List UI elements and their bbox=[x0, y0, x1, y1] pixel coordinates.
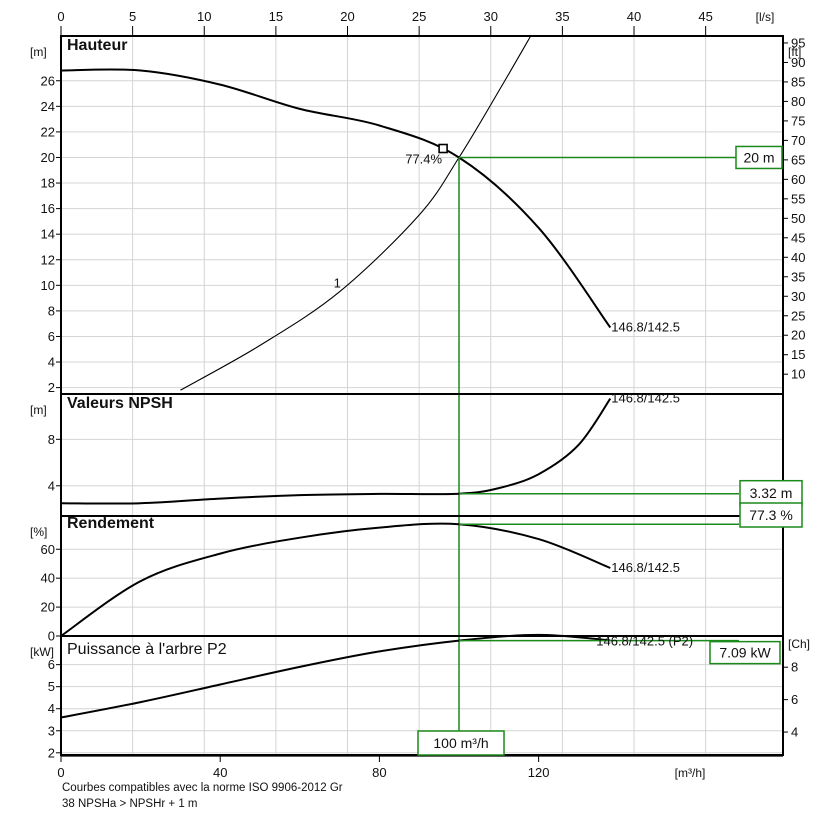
ls-tick-label: 35 bbox=[555, 9, 569, 24]
result-box-value: 20 m bbox=[743, 149, 774, 165]
result-box-value: 7.09 kW bbox=[719, 645, 771, 661]
y2-tick-label: 60 bbox=[791, 172, 805, 187]
ls-tick-label: 15 bbox=[269, 9, 283, 24]
ls-tick-label: 30 bbox=[484, 9, 498, 24]
y2-tick-label: 65 bbox=[791, 152, 805, 167]
curve-0-1 bbox=[180, 35, 532, 391]
m3h-tick-label: 0 bbox=[57, 765, 64, 780]
y2-tick-label: 95 bbox=[791, 35, 805, 50]
footer-note: Courbes compatibles avec la norme ISO 99… bbox=[62, 782, 343, 794]
curve-2-0 bbox=[60, 522, 611, 637]
ls-tick-label: 45 bbox=[698, 9, 712, 24]
m3h-unit-label: [m³/h] bbox=[675, 766, 706, 780]
y-tick-label: 8 bbox=[48, 303, 55, 318]
result-box-value: 3.32 m bbox=[750, 485, 793, 501]
result-box bbox=[739, 502, 803, 528]
y-tick-label: 10 bbox=[41, 278, 55, 293]
y-tick-label: 5 bbox=[48, 679, 55, 694]
curve-0-0 bbox=[60, 68, 612, 329]
y-tick-label: 2 bbox=[48, 380, 55, 395]
curve-1-0 bbox=[60, 398, 612, 505]
y2-tick-label: 80 bbox=[791, 94, 805, 109]
panel-title: Valeurs NPSH bbox=[67, 395, 173, 412]
y2-tick-label: 50 bbox=[791, 211, 805, 226]
y2-unit-label: [Ch] bbox=[788, 637, 810, 651]
efficiency-marker bbox=[438, 143, 448, 154]
y2-tick-label: 20 bbox=[791, 328, 805, 343]
ls-unit-label: [l/s] bbox=[756, 10, 775, 24]
y-tick-label: 2 bbox=[48, 745, 55, 760]
y-tick-label: 4 bbox=[48, 355, 55, 370]
y-unit-label: [kW] bbox=[30, 645, 54, 659]
y2-tick-label: 8 bbox=[791, 660, 798, 675]
ls-tick-label: 20 bbox=[340, 9, 354, 24]
y2-tick-label: 4 bbox=[791, 725, 798, 740]
y-tick-label: 4 bbox=[48, 701, 55, 716]
m3h-tick-label: 80 bbox=[372, 765, 386, 780]
panel-title: Rendement bbox=[67, 515, 155, 532]
y-tick-label: 8 bbox=[48, 432, 55, 447]
y2-tick-label: 70 bbox=[791, 133, 805, 148]
result-box bbox=[735, 145, 783, 170]
y-unit-label: [m] bbox=[30, 403, 47, 417]
y2-tick-label: 85 bbox=[791, 74, 805, 89]
y-tick-label: 22 bbox=[41, 124, 55, 139]
y-tick-label: 3 bbox=[48, 723, 55, 738]
y2-tick-label: 90 bbox=[791, 55, 805, 70]
y2-tick-label: 75 bbox=[791, 113, 805, 128]
curve-label: 146.8/142.5 bbox=[611, 320, 680, 335]
flow-result-value: 100 m³/h bbox=[433, 735, 488, 751]
y-tick-label: 0 bbox=[48, 629, 55, 644]
y2-tick-label: 45 bbox=[791, 230, 805, 245]
m3h-tick-label: 120 bbox=[528, 765, 550, 780]
y2-tick-label: 30 bbox=[791, 289, 805, 304]
ls-tick-label: 5 bbox=[129, 9, 136, 24]
y-tick-label: 20 bbox=[41, 150, 55, 165]
y2-tick-label: 10 bbox=[791, 367, 805, 382]
ls-tick-label: 25 bbox=[412, 9, 426, 24]
y-tick-label: 18 bbox=[41, 176, 55, 191]
panel-title: Hauteur bbox=[67, 37, 127, 54]
y-tick-label: 20 bbox=[41, 600, 55, 615]
y-tick-label: 6 bbox=[48, 329, 55, 344]
y2-tick-label: 25 bbox=[791, 308, 805, 323]
panel-title: Puissance à l'arbre P2 bbox=[67, 641, 227, 658]
ls-tick-label: 40 bbox=[627, 9, 641, 24]
y-tick-label: 12 bbox=[41, 252, 55, 267]
curve-label: 146.8/142.5 (P2) bbox=[596, 633, 693, 648]
y-tick-label: 6 bbox=[48, 657, 55, 672]
y-tick-label: 16 bbox=[41, 201, 55, 216]
result-box bbox=[709, 640, 781, 665]
flow-result-box bbox=[417, 730, 505, 756]
curve-label: 146.8/142.5 bbox=[611, 560, 680, 575]
y-unit-label: [%] bbox=[30, 525, 47, 539]
y-tick-label: 60 bbox=[41, 542, 55, 557]
ls-tick-label: 0 bbox=[57, 9, 64, 24]
y-tick-label: 24 bbox=[41, 99, 55, 114]
efficiency-marker-label: 77.4% bbox=[405, 152, 442, 167]
footer-note: 38 NPSHa > NPSHr + 1 m bbox=[62, 798, 198, 810]
y2-unit-label: [ft] bbox=[788, 45, 801, 59]
ls-tick-label: 10 bbox=[197, 9, 211, 24]
curve-label: 146.8/142.5 bbox=[611, 391, 680, 406]
y-tick-label: 4 bbox=[48, 478, 55, 493]
y2-tick-label: 35 bbox=[791, 269, 805, 284]
y2-tick-label: 15 bbox=[791, 347, 805, 362]
y2-tick-label: 6 bbox=[791, 692, 798, 707]
y-tick-label: 40 bbox=[41, 571, 55, 586]
y-tick-label: 14 bbox=[41, 227, 55, 242]
y-tick-label: 26 bbox=[41, 73, 55, 88]
curve-label: 1 bbox=[334, 276, 341, 291]
y2-tick-label: 55 bbox=[791, 191, 805, 206]
result-box-value: 77.3 % bbox=[749, 507, 793, 523]
m3h-tick-label: 40 bbox=[213, 765, 227, 780]
y-unit-label: [m] bbox=[30, 45, 47, 59]
y2-tick-label: 40 bbox=[791, 250, 805, 265]
